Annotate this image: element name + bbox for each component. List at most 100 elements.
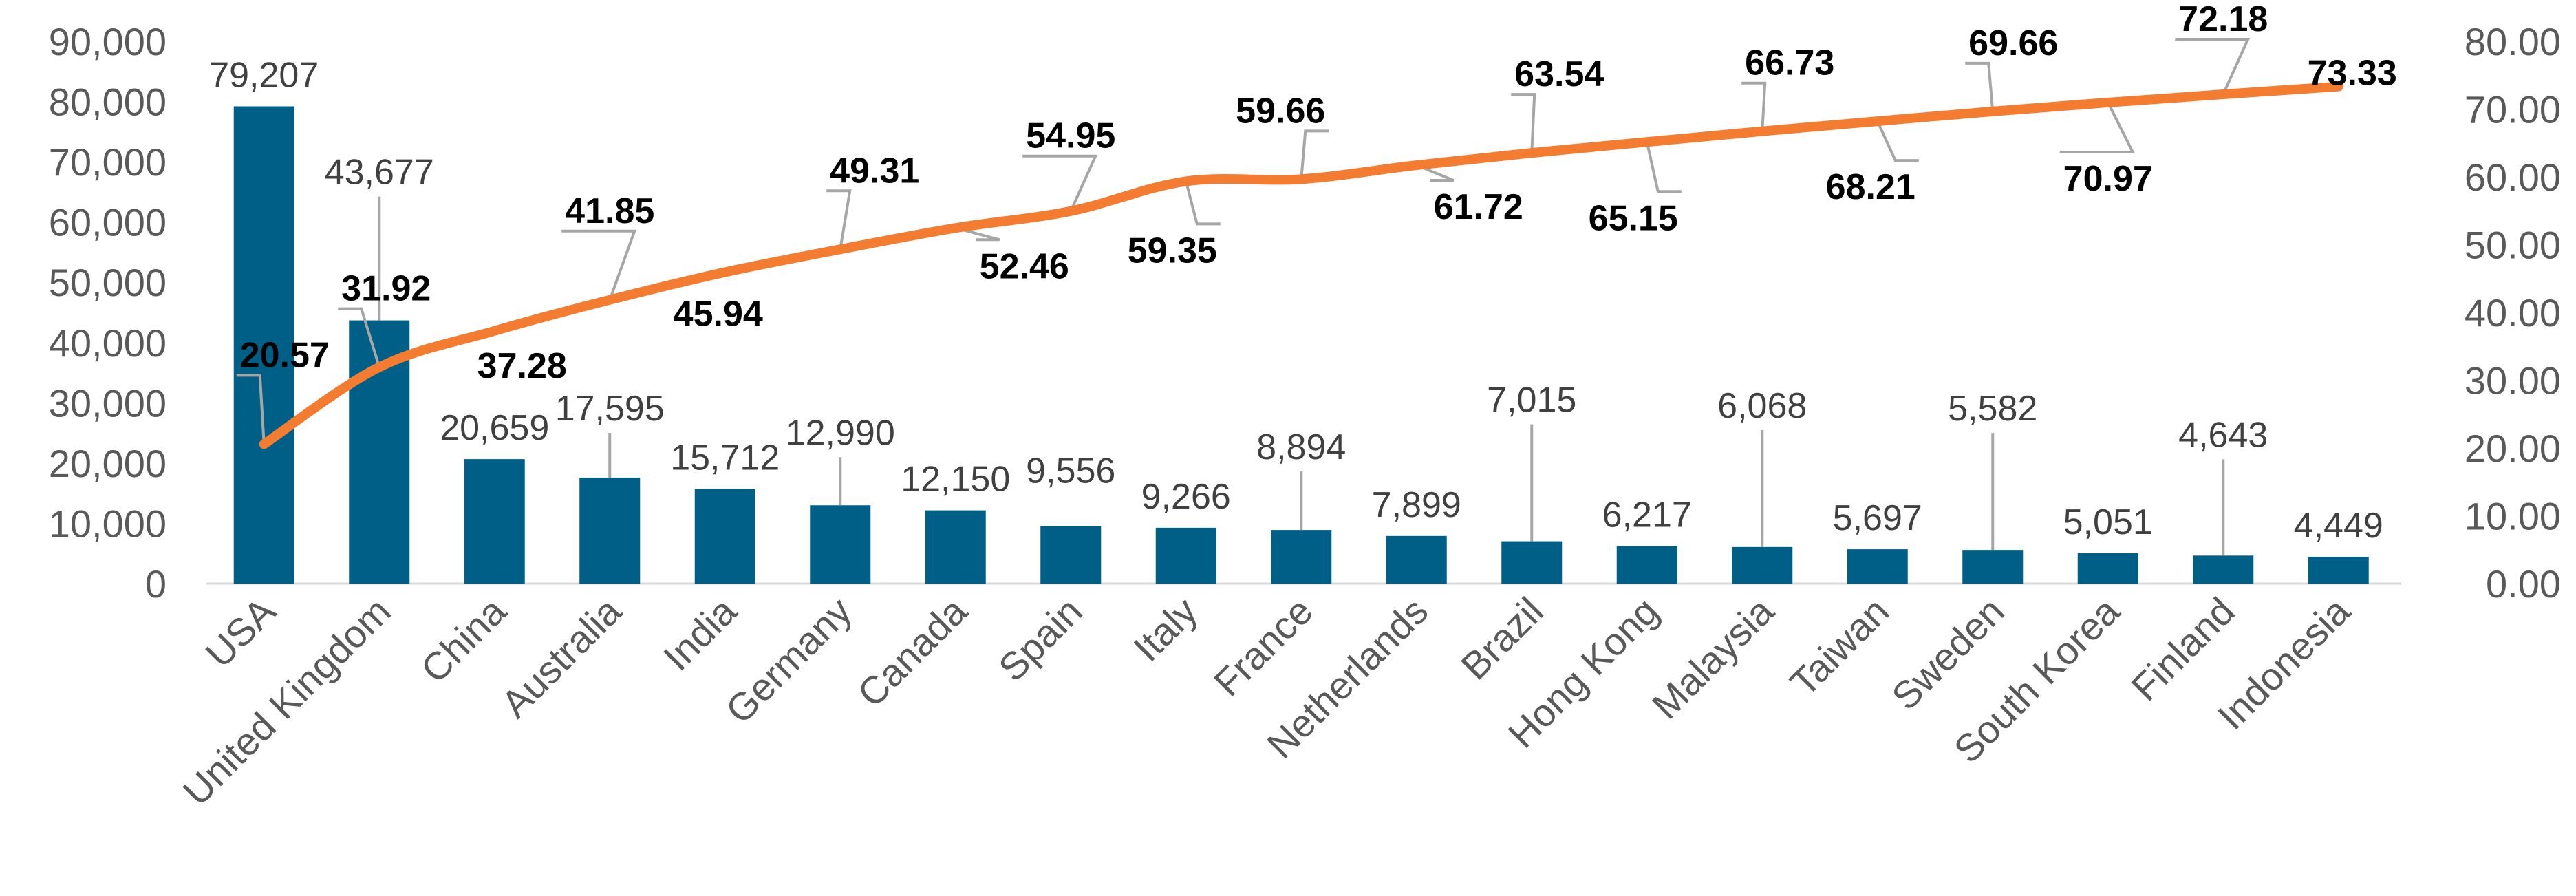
line-label-leader — [1965, 61, 1995, 112]
line-data-label: 45.94 — [674, 294, 763, 334]
category-label: Canada — [849, 588, 976, 715]
line-label-leader — [1645, 141, 1682, 193]
bar — [2077, 553, 2138, 584]
bar — [1962, 550, 2024, 584]
right-axis-tick: 50.00 — [2465, 224, 2561, 267]
bar-data-label: 15,712 — [670, 438, 780, 478]
line-data-label: 59.35 — [1128, 231, 1217, 270]
category-label: Italy — [1125, 589, 1205, 670]
line-label-leader — [955, 226, 1000, 242]
left-axis-tick: 60,000 — [49, 201, 167, 244]
left-axis-tick: 0 — [145, 562, 167, 606]
left-axis-tick: 70,000 — [49, 140, 167, 184]
bar — [810, 505, 871, 584]
category-label: France — [1205, 589, 1321, 705]
line-label-leader — [236, 374, 266, 445]
left-axis-tick: 10,000 — [49, 502, 167, 545]
line-data-label: 52.46 — [980, 246, 1069, 286]
bar-data-label: 5,051 — [2063, 502, 2153, 542]
line-label-leader — [338, 307, 381, 368]
bar-data-label: 8,894 — [1256, 427, 1346, 467]
left-axis-tick: 50,000 — [49, 261, 167, 304]
line-data-label: 61.72 — [1434, 187, 1523, 227]
bar — [1616, 546, 1677, 584]
bar — [1732, 546, 1793, 584]
bar-data-labels: 79,207 43,677 20,659 17,59515,71212,99012,1… — [209, 55, 2383, 546]
right-axis-tick: 80.00 — [2465, 20, 2561, 63]
left-axis-tick: 90,000 — [49, 20, 167, 63]
line-label-leader — [2059, 102, 2135, 153]
bar-data-label: 7,015 — [1487, 381, 1576, 420]
line-data-label: 72.18 — [2178, 0, 2268, 39]
bar — [1386, 535, 1447, 584]
line-data-label: 66.73 — [1745, 43, 1834, 83]
bar — [464, 459, 525, 584]
line-label-leader — [1300, 129, 1329, 180]
line-label-leader — [561, 229, 637, 301]
right-axis-tick: 70.00 — [2465, 88, 2561, 131]
line-label-leader — [2175, 38, 2251, 95]
bar-data-label: 4,643 — [2178, 415, 2268, 455]
line-data-label: 49.31 — [830, 151, 919, 191]
category-label: United Kingdom — [174, 589, 398, 813]
category-label: Germany — [717, 589, 859, 732]
category-label: Taiwan — [1781, 589, 1897, 705]
left-axis-tick: 40,000 — [49, 321, 167, 365]
bar — [233, 106, 294, 584]
bar-data-label: 79,207 — [209, 55, 319, 95]
bar-data-label: 17,595 — [555, 389, 665, 429]
bar — [1271, 530, 1332, 584]
bar — [694, 489, 755, 584]
category-label: Australia — [493, 588, 630, 725]
line-data-label: 73.33 — [2308, 54, 2397, 94]
left-axis-tick: 80,000 — [49, 81, 167, 124]
line-label-leader — [1741, 81, 1767, 131]
bar — [1501, 541, 1563, 584]
right-axis-tick: 10.00 — [2465, 495, 2561, 538]
bar-data-label: 9,556 — [1026, 451, 1115, 491]
bar — [1040, 526, 1102, 584]
category-label: Malaysia — [1644, 588, 1782, 727]
bar-data-label: 5,697 — [1833, 498, 1922, 538]
line-label-leader — [1022, 154, 1098, 212]
label-leader-lines — [236, 38, 2251, 556]
category-label: Brazil — [1452, 589, 1552, 688]
bar-data-label: 43,677 — [325, 153, 434, 193]
bar-data-label: 6,068 — [1717, 386, 1807, 426]
category-label: India — [655, 588, 745, 679]
line-label-leader — [1876, 120, 1919, 162]
bar — [1847, 549, 1908, 584]
line-data-label: 68.21 — [1826, 167, 1915, 207]
line-data-label: 63.54 — [1514, 54, 1604, 94]
bar-data-label: 6,217 — [1602, 495, 1692, 535]
bar — [2308, 557, 2369, 584]
cumulative-line-series — [259, 81, 2343, 449]
line-data-label: 69.66 — [1968, 23, 2058, 63]
bar-data-label: 5,582 — [1948, 389, 2037, 429]
right-axis-tick: 60.00 — [2465, 156, 2561, 199]
category-label: Spain — [990, 589, 1091, 690]
bar — [579, 477, 641, 584]
right-axis-tick: 30.00 — [2465, 359, 2561, 403]
bar — [925, 510, 986, 584]
bar-data-label: 4,449 — [2294, 506, 2383, 546]
right-axis-tick: 40.00 — [2465, 291, 2561, 334]
right-axis-ticks: 0.00 10.00 20.00 30.00 40.00 50.00 60.00 70.00 8… — [2465, 20, 2561, 606]
right-axis-tick: 0.00 — [2486, 562, 2561, 606]
line-data-label: 70.97 — [2063, 159, 2153, 199]
line-data-label: 59.66 — [1236, 91, 1325, 131]
line-label-leader — [826, 189, 852, 250]
category-label: USA — [197, 588, 283, 675]
category-label: China — [412, 588, 515, 691]
bar-data-label: 7,899 — [1372, 485, 1461, 525]
bar-data-label: 12,150 — [901, 460, 1010, 500]
line-data-label: 54.95 — [1026, 116, 1115, 156]
line-data-label: 31.92 — [341, 269, 431, 309]
bar-data-label: 9,266 — [1141, 477, 1231, 517]
line-data-label: 37.28 — [477, 346, 567, 386]
bar — [1155, 527, 1216, 584]
bar-data-label: 20,659 — [440, 408, 549, 448]
bar — [2193, 555, 2254, 584]
